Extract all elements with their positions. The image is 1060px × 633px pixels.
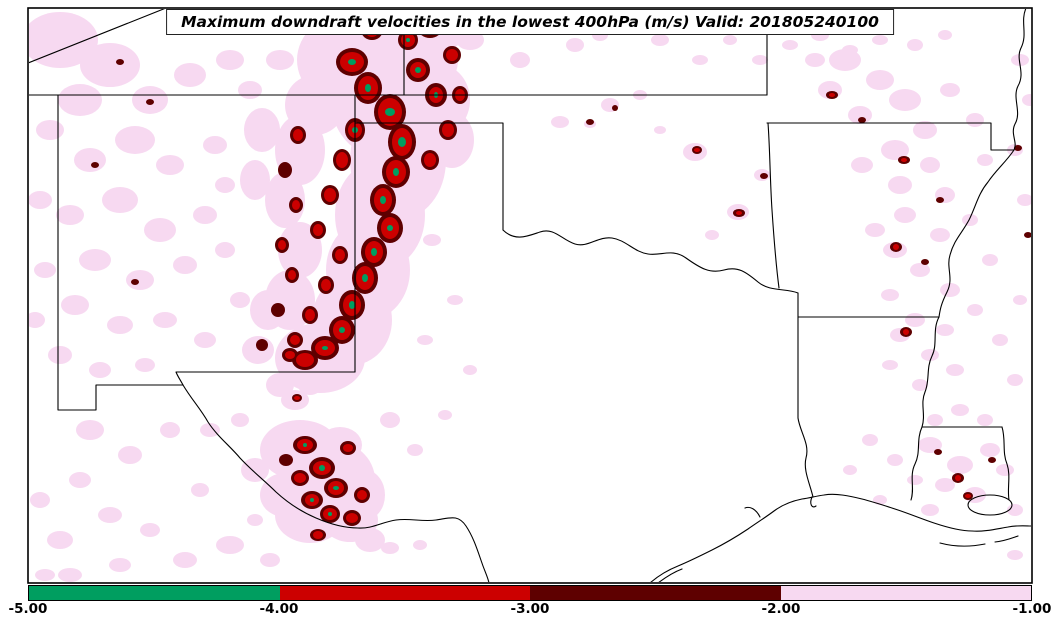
colorbar-tick-label: -1.00 (1012, 601, 1052, 617)
colorbar-tick-label: -5.00 (8, 601, 48, 617)
border-mo-ar-bootheel (766, 122, 1015, 151)
state-borders (29, 9, 1031, 582)
colorbar-segment-1 (279, 586, 530, 600)
border-tx-nm-32N (175, 371, 356, 386)
la-barrier-islands (939, 535, 1019, 547)
mississippi-river-la (921, 316, 940, 428)
mississippi-river-lower (910, 426, 923, 501)
downdraft-contours-green (303, 26, 438, 516)
colorbar-tick-labels: -5.00 -4.00 -3.00 -2.00 -1.00 (0, 601, 1060, 621)
colorbar-tick-label: -3.00 (510, 601, 550, 617)
colorbar-segment-3 (780, 586, 1031, 600)
downdraft-contour-layer (29, 9, 1031, 582)
colorbar-tick-label: -2.00 (761, 601, 801, 617)
border-ok-ar (767, 122, 780, 289)
colorbar-tick-label: -4.00 (259, 601, 299, 617)
border-ok-panhandle (354, 122, 504, 231)
map-frame (27, 7, 1033, 584)
pearl-river (1001, 426, 1010, 501)
lake-pontchartrain (967, 494, 1013, 516)
sabine-lake (810, 496, 817, 508)
gulf-coastline (650, 493, 1031, 582)
border-nm-az-mexico (57, 94, 184, 411)
red-river-tx-ok (502, 229, 799, 294)
colorbar-segment-2 (530, 586, 781, 600)
plot-title: Maximum downdraft velocities in the lowe… (166, 9, 894, 35)
mississippi-river-north (1012, 9, 1027, 151)
border-tx-la-sabine (797, 292, 814, 498)
downdraft-contours-pink (29, 9, 1031, 582)
northwest-diagonal-line (29, 9, 165, 64)
colorbar-segment-0 (29, 586, 280, 600)
galveston-bay (744, 506, 761, 518)
colorbar (28, 585, 1032, 601)
mississippi-river-ar-ms (938, 149, 1015, 318)
padre-island (658, 568, 683, 582)
rio-grande (182, 384, 490, 582)
